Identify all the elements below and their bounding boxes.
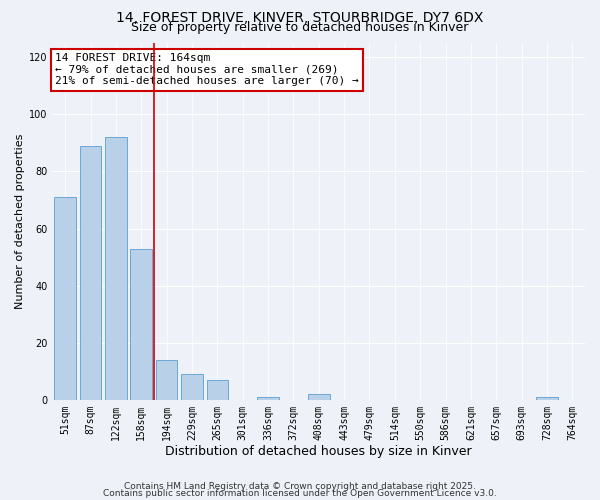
Bar bbox=[181, 374, 203, 400]
Text: 14, FOREST DRIVE, KINVER, STOURBRIDGE, DY7 6DX: 14, FOREST DRIVE, KINVER, STOURBRIDGE, D… bbox=[116, 11, 484, 25]
Text: Size of property relative to detached houses in Kinver: Size of property relative to detached ho… bbox=[131, 21, 469, 34]
Bar bbox=[308, 394, 329, 400]
Bar bbox=[156, 360, 178, 400]
Y-axis label: Number of detached properties: Number of detached properties bbox=[15, 134, 25, 309]
Bar bbox=[55, 197, 76, 400]
Bar bbox=[130, 248, 152, 400]
Bar bbox=[105, 137, 127, 400]
Text: 14 FOREST DRIVE: 164sqm
← 79% of detached houses are smaller (269)
21% of semi-d: 14 FOREST DRIVE: 164sqm ← 79% of detache… bbox=[55, 53, 359, 86]
Bar bbox=[80, 146, 101, 400]
Bar bbox=[257, 398, 279, 400]
Bar bbox=[206, 380, 228, 400]
Text: Contains public sector information licensed under the Open Government Licence v3: Contains public sector information licen… bbox=[103, 489, 497, 498]
Text: Contains HM Land Registry data © Crown copyright and database right 2025.: Contains HM Land Registry data © Crown c… bbox=[124, 482, 476, 491]
Bar bbox=[536, 398, 558, 400]
X-axis label: Distribution of detached houses by size in Kinver: Distribution of detached houses by size … bbox=[166, 444, 472, 458]
